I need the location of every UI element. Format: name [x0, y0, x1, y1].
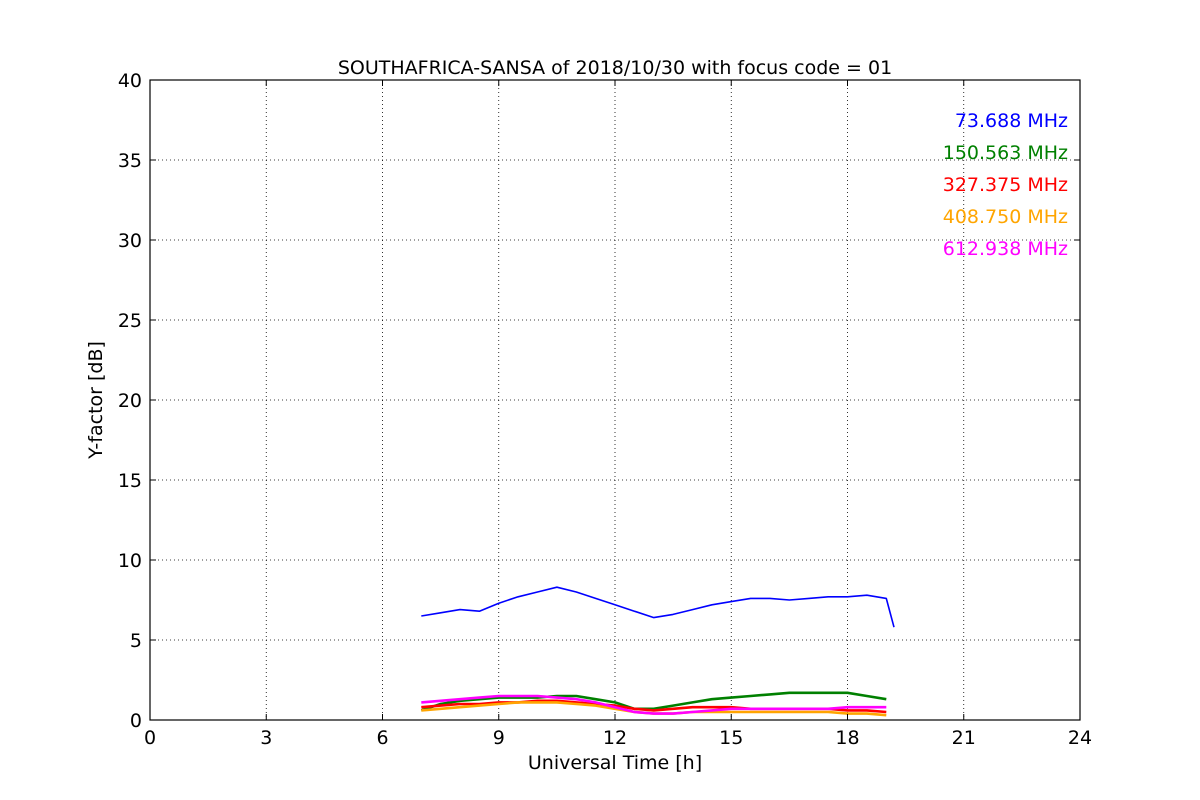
legend: 73.688 MHz 150.563 MHz 327.375 MHz 408.750 … [943, 110, 1068, 260]
x-tick-label: 0 [144, 727, 156, 749]
x-tick-label: 3 [260, 727, 272, 749]
chart-title: SOUTHAFRICA-SANSA of 2018/10/30 with foc… [338, 57, 892, 79]
x-tick-label: 21 [952, 727, 976, 749]
y-tick-label: 10 [118, 550, 142, 572]
x-axis-label: Universal Time [h] [528, 752, 702, 774]
x-tick-label: 18 [835, 727, 859, 749]
series-line-2 [420, 691, 887, 712]
legend-entry-2: 150.563 MHz [943, 142, 1068, 164]
x-tick-label: 12 [603, 727, 627, 749]
legend-entry-1: 73.688 MHz [955, 110, 1068, 132]
x-tick-label: 9 [493, 727, 505, 749]
y-tick-label: 25 [118, 310, 142, 332]
legend-entry-5: 612.938 MHz [943, 238, 1068, 260]
y-tick-label: 30 [118, 230, 142, 252]
tick-labels: 0 3 6 9 12 15 18 21 24 0 5 10 15 20 25 30 35 40 [118, 70, 1092, 749]
y-tick-label: 5 [130, 630, 142, 652]
x-tick-label: 6 [376, 727, 388, 749]
y-tick-label: 40 [118, 70, 142, 92]
legend-entry-4: 408.750 MHz [943, 206, 1068, 228]
x-tick-label: 15 [719, 727, 743, 749]
y-tick-label: 0 [130, 710, 142, 732]
y-tick-label: 35 [118, 150, 142, 172]
legend-entry-3: 327.375 MHz [943, 174, 1068, 196]
series-line-5 [421, 694, 887, 715]
y-tick-label: 20 [118, 390, 142, 412]
series-layer [420, 586, 895, 717]
ticks [149, 79, 1081, 721]
series-line-3 [421, 699, 887, 714]
grid [150, 80, 1080, 720]
x-tick-label: 24 [1068, 727, 1092, 749]
series-line-1 [421, 586, 895, 628]
y-tick-label: 15 [118, 470, 142, 492]
y-axis-label: Y-factor [dB] [85, 341, 107, 460]
